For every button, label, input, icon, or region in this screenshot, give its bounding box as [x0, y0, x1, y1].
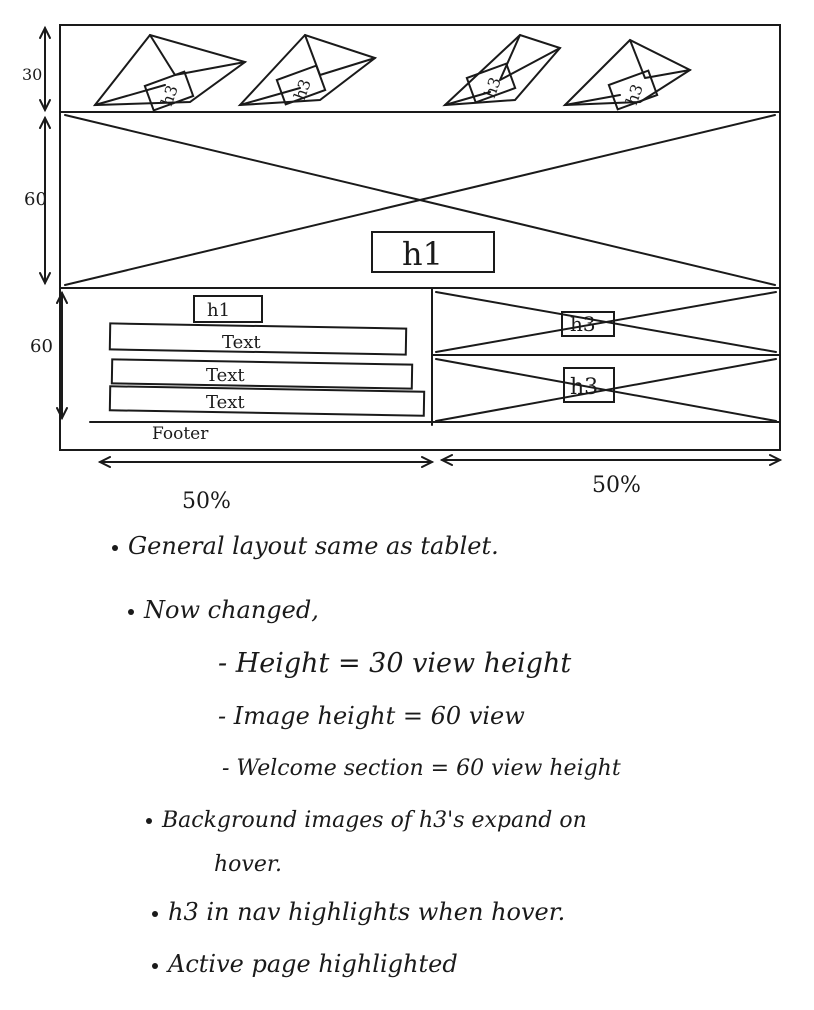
welcome-heading: h1: [207, 300, 230, 321]
left-width-label: 50%: [182, 489, 231, 514]
bullet-icon: [128, 608, 134, 615]
bullet-icon: [152, 910, 158, 917]
note-5: - Welcome section = 60 view height: [222, 756, 621, 781]
nav-image-1: [92, 33, 248, 107]
nav-image-3: [442, 33, 562, 107]
note-8: h3 in nav highlights when hover.: [152, 898, 565, 926]
hero-height-label: 60: [24, 189, 47, 210]
welcome-text-1: Text: [222, 332, 261, 353]
right-width-label: 50%: [592, 473, 641, 498]
welcome-height-label: 60: [30, 336, 53, 357]
bullet-icon: [146, 818, 152, 824]
welcome-text-3: Text: [206, 392, 245, 413]
bullet-icon: [112, 544, 118, 551]
hero-heading: h1: [402, 235, 443, 273]
note-6: Background images of h3's expand on: [146, 808, 587, 833]
hero-cross-b: [64, 114, 776, 286]
side2-cross-b: [435, 358, 777, 422]
side-heading-2: h3: [570, 375, 598, 400]
bullet-icon: [152, 962, 158, 969]
wireframe-sketch: 30 60 60 h3 h3 h3 h3 h1 h1 Text Text Tex…: [22, 24, 783, 514]
outer-frame: [59, 24, 781, 451]
note-4: - Image height = 60 view: [218, 702, 525, 730]
note-2: Now changed,: [128, 596, 319, 624]
nav-height-label: 30: [22, 65, 42, 84]
side-heading-1: h3: [570, 312, 596, 336]
welcome-text-2: Text: [206, 365, 245, 386]
note-3: - Height = 30 view height: [218, 648, 572, 679]
nav-item-2: h3: [290, 77, 315, 103]
note-9: Active page highlighted: [152, 950, 458, 978]
note-1: General layout same as tablet.: [112, 532, 499, 560]
side1-cross-b: [435, 291, 777, 353]
footer-label: Footer: [152, 424, 209, 444]
note-7: hover.: [214, 852, 282, 877]
